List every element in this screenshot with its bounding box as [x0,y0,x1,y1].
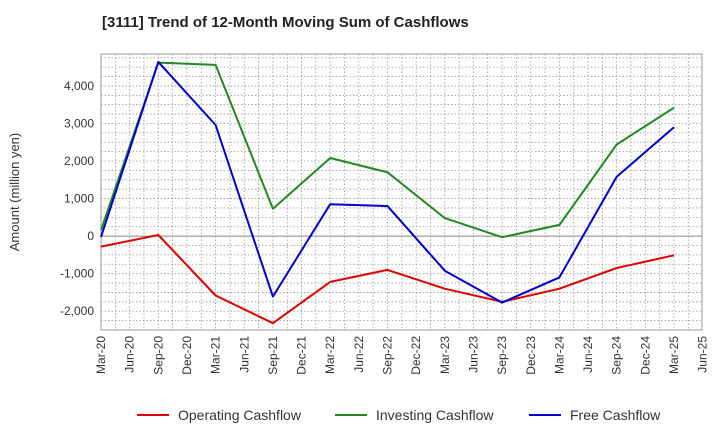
x-tick-label: Jun-20 [123,336,137,373]
y-tick-label: 2,000 [64,154,94,168]
x-tick-label: Dec-22 [409,336,423,375]
legend-label: Operating Cashflow [178,407,302,423]
y-tick-label: 4,000 [64,79,94,93]
x-tick-label: Mar-24 [552,336,566,374]
y-axis-label: Amount (million yen) [7,133,22,252]
x-tick-label: Sep-22 [381,336,395,375]
x-tick-label: Jun-24 [581,336,595,373]
x-axis-ticks: Mar-20 Jun-20 Sep-20 Dec-20 Mar-21 Jun-21 Sep-… [94,336,710,375]
x-tick-label: Jun-21 [237,336,251,373]
x-tick-label: Sep-21 [266,336,280,375]
x-tick-label: Sep-24 [610,336,624,375]
grid-lines [101,54,702,331]
y-axis-ticks: 4,000 3,000 2,000 1,000 0 -1,000 -2,000 [60,79,94,318]
y-tick-label: -1,000 [60,267,94,281]
x-tick-label: Jun-25 [696,336,710,373]
x-tick-label: Sep-23 [495,336,509,375]
x-tick-label: Mar-21 [209,336,223,374]
x-tick-label: Mar-25 [667,336,681,374]
y-tick-label: 3,000 [64,116,94,130]
x-tick-label: Mar-22 [323,336,337,374]
series-lines [100,60,675,325]
y-tick-label: 1,000 [64,192,94,206]
x-tick-label: Dec-23 [524,336,538,375]
series-line-investing-cashflow [100,61,675,239]
x-tick-label: Dec-21 [295,336,309,375]
x-tick-label: Jun-23 [466,336,480,373]
x-tick-label: Mar-20 [94,336,108,374]
series-line-operating-cashflow [100,234,675,325]
x-tick-label: Sep-20 [151,336,165,375]
x-tick-label: Jun-22 [352,336,366,373]
chart-title: [3111] Trend of 12-Month Moving Sum of C… [102,14,469,31]
x-tick-label: Dec-20 [180,336,194,375]
x-tick-label: Mar-23 [438,336,452,374]
y-tick-label: 0 [87,229,94,243]
legend-label: Free Cashflow [570,407,661,423]
legend-label: Investing Cashflow [376,407,494,423]
legend: Operating Cashflow Investing Cashflow Free… [137,407,661,423]
y-tick-label: -2,000 [60,304,94,318]
series-line-free-cashflow [100,60,675,304]
x-tick-label: Dec-24 [638,336,652,375]
